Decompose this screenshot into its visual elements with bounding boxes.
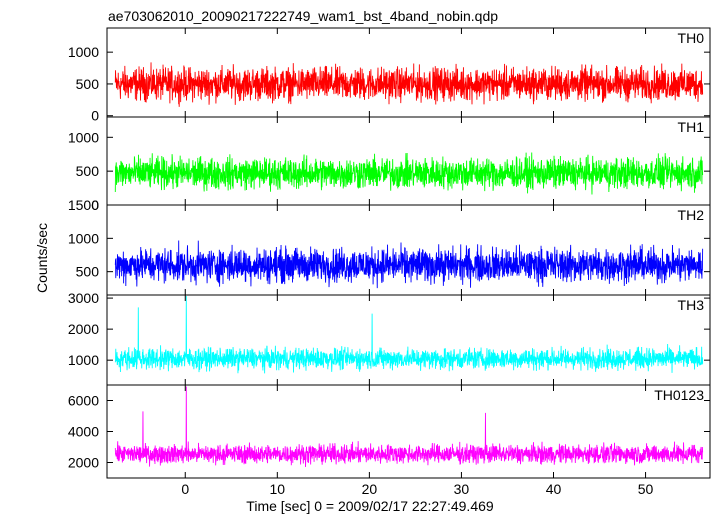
panel-label: TH0 bbox=[678, 30, 705, 46]
panel-frame bbox=[106, 27, 711, 118]
x-tick-label: 40 bbox=[546, 481, 562, 497]
y-tick-label: 500 bbox=[76, 163, 100, 179]
panel-frame bbox=[106, 294, 711, 386]
y-tick-label: 6000 bbox=[68, 393, 99, 409]
y-tick-label: 2000 bbox=[68, 455, 99, 471]
series-line-th3 bbox=[114, 295, 704, 374]
x-tick-label: 30 bbox=[454, 481, 470, 497]
panel-th1: 0 500 1000 TH1 bbox=[68, 116, 711, 213]
panel-label: TH3 bbox=[678, 297, 705, 313]
panel-th0: 0 500 1000 TH0 bbox=[68, 27, 711, 124]
y-tick-label: 1000 bbox=[68, 352, 99, 368]
y-tick-label: 500 bbox=[76, 264, 100, 280]
x-tick-label: 20 bbox=[362, 481, 378, 497]
series-line-th0 bbox=[114, 62, 704, 107]
panel-th2: 500 1000 1500 TH2 bbox=[68, 197, 711, 296]
y-tick-label: 1000 bbox=[68, 129, 99, 145]
series-line-th1 bbox=[114, 152, 704, 195]
y-tick-label: 3000 bbox=[68, 290, 99, 306]
x-axis-label: Time [sec] 0 = 2009/02/17 22:27:49.469 bbox=[246, 498, 494, 514]
y-tick-label: 1000 bbox=[68, 230, 99, 246]
panels: 05001000TH005001000TH150010001500TH21000… bbox=[68, 27, 711, 497]
panel-label: TH1 bbox=[678, 119, 705, 135]
y-tick-label: 1000 bbox=[68, 44, 99, 60]
series-line-th2 bbox=[114, 240, 704, 289]
panel-frame bbox=[106, 384, 711, 479]
y-tick-label: 0 bbox=[91, 108, 99, 124]
x-tick-label: 0 bbox=[181, 481, 189, 497]
x-tick-label: 50 bbox=[638, 481, 654, 497]
panel-th3: 1000 2000 3000 TH3 bbox=[68, 290, 711, 386]
y-tick-label: 2000 bbox=[68, 321, 99, 337]
y-tick-label: 1500 bbox=[68, 197, 99, 213]
panel-th0123: 2000 4000 6000 TH0123 bbox=[68, 384, 711, 479]
panel-label: TH0123 bbox=[654, 387, 704, 403]
y-tick-label: 500 bbox=[76, 76, 100, 92]
y-tick-label: 0 bbox=[91, 197, 99, 213]
x-tick-label: 10 bbox=[270, 481, 286, 497]
chart-title: ae703062010_20090217222749_wam1_bst_4ban… bbox=[108, 8, 498, 24]
panel-frame bbox=[106, 204, 711, 296]
y-tick-label: 4000 bbox=[68, 424, 99, 440]
series-line-th0123 bbox=[114, 386, 704, 467]
panel-label: TH2 bbox=[678, 207, 705, 223]
y-axis-label: Counts/sec bbox=[34, 223, 50, 293]
